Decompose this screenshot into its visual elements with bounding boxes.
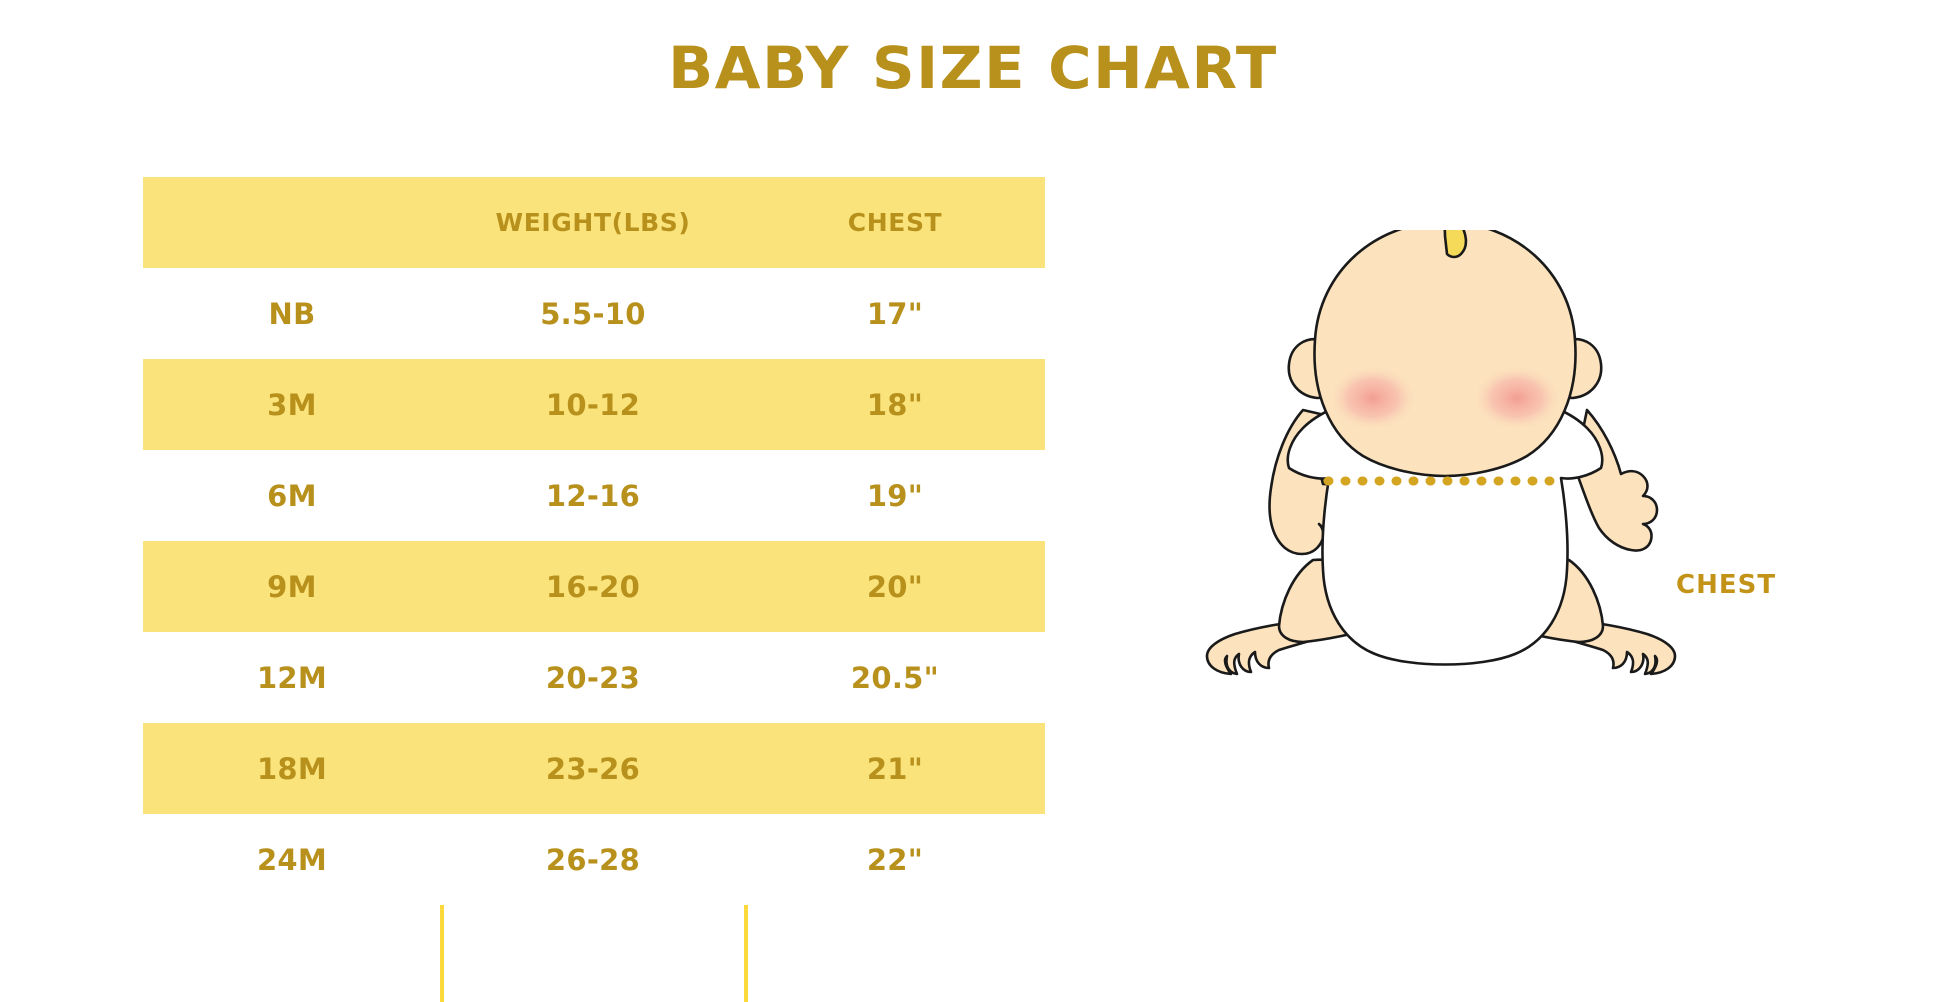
head <box>1313 230 1577 478</box>
baby-illustration <box>1205 230 1677 676</box>
right-cheek <box>1471 364 1563 432</box>
cell-size: 9M <box>267 569 317 604</box>
table-row: 18M 23-26 21" <box>143 723 1045 814</box>
cell-weight: 26-28 <box>545 842 641 877</box>
hair-curl <box>1443 230 1468 259</box>
table-row: 6M 12-16 19" <box>143 450 1045 541</box>
cell-size: 3M <box>267 387 317 422</box>
cell-size: 24M <box>256 842 328 877</box>
cell-chest: 19" <box>866 478 924 513</box>
cell-weight: 16-20 <box>545 569 641 604</box>
cell-weight: 5.5-10 <box>540 296 646 331</box>
table-header-row: WEIGHT(LBS) CHEST <box>143 177 1045 268</box>
left-cheek <box>1327 364 1419 432</box>
table-row: NB 5.5-10 17" <box>143 268 1045 359</box>
cell-size: 6M <box>267 478 317 513</box>
table-row: 3M 10-12 18" <box>143 359 1045 450</box>
header-cell-chest: CHEST <box>847 208 943 237</box>
cell-chest: 20" <box>866 569 924 604</box>
cell-weight: 20-23 <box>545 660 641 695</box>
cell-size: 18M <box>256 751 328 786</box>
page-title: BABY SIZE CHART <box>668 34 1278 102</box>
cell-chest: 20.5" <box>850 660 940 695</box>
table-row: 9M 16-20 20" <box>143 541 1045 632</box>
header-cell-weight: WEIGHT(LBS) <box>495 208 691 237</box>
chest-label: CHEST <box>1676 570 1777 600</box>
table-row: 24M 26-28 22" <box>143 814 1045 905</box>
size-chart-table: WEIGHT(LBS) CHEST NB 5.5-10 17" 3M 10-12… <box>143 177 1045 1002</box>
cell-size: 12M <box>256 660 328 695</box>
cell-size: NB <box>268 296 316 331</box>
cell-chest: 22" <box>866 842 924 877</box>
cell-chest: 17" <box>866 296 924 331</box>
table-row: 12M 20-23 20.5" <box>143 632 1045 723</box>
cell-chest: 18" <box>866 387 924 422</box>
cell-weight: 23-26 <box>545 751 641 786</box>
cell-chest: 21" <box>866 751 924 786</box>
cell-weight: 10-12 <box>545 387 641 422</box>
cell-weight: 12-16 <box>545 478 641 513</box>
